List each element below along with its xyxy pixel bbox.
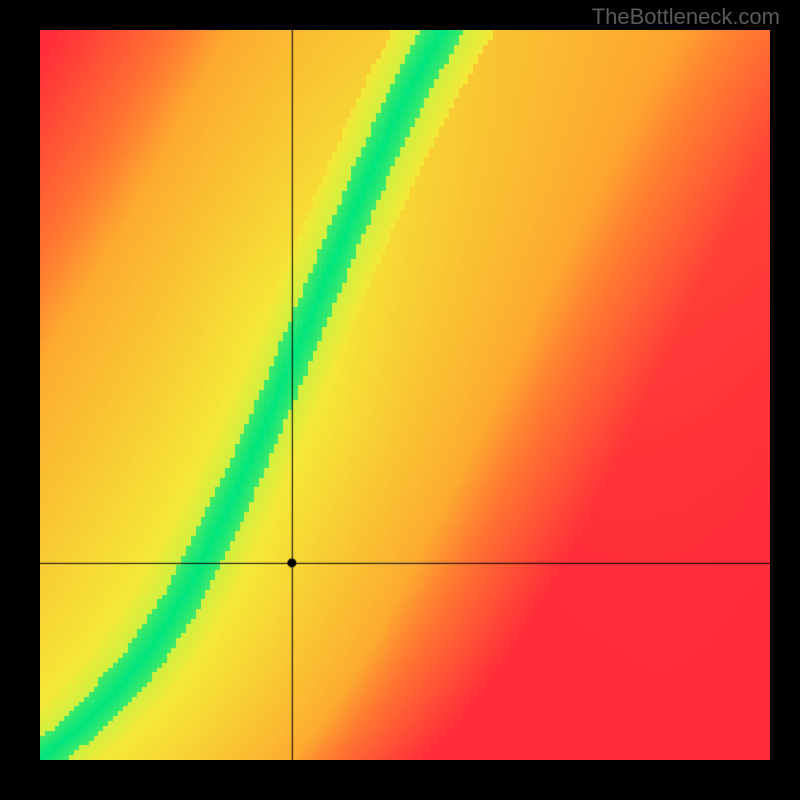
heatmap-canvas <box>40 30 770 760</box>
bottleneck-heatmap <box>40 30 770 760</box>
watermark-text: TheBottleneck.com <box>592 4 780 30</box>
